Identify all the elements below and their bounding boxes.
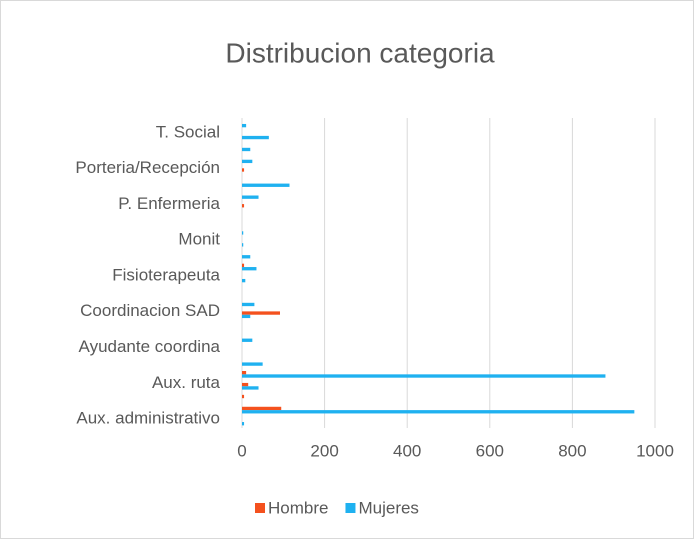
x-tick-label: 0 [237,441,246,460]
bar [242,311,280,315]
y-tick-label: Fisioterapeuta [112,265,220,284]
bar [242,263,245,268]
y-tick-label: P. Enfermeria [118,194,220,213]
bar [242,371,247,375]
bar [242,374,606,378]
bar [242,386,259,390]
legend-label: Mujeres [358,498,418,517]
x-tick-label: 1000 [636,441,674,460]
bar [242,362,263,366]
x-tick-label: 600 [476,441,504,460]
x-tick-label: 800 [558,441,586,460]
x-tick-label: 200 [310,441,338,460]
bar [242,147,251,152]
bar [242,135,269,140]
bar [242,406,282,411]
bar [242,204,245,208]
bar [242,267,257,271]
x-tick-label: 400 [393,441,421,460]
bar [242,183,290,187]
legend-swatch [345,503,356,513]
bar [242,338,253,342]
legend-swatch [255,503,265,513]
y-tick-label: T. Social [156,122,220,141]
bar [242,394,245,399]
bar [242,243,244,247]
bar [242,278,246,283]
y-tick-label: Monit [178,230,220,249]
bar [242,382,249,387]
y-tick-label: Coordinacion SAD [80,301,220,320]
bar [242,123,247,128]
bar [242,159,253,164]
bar [242,195,259,199]
bar [242,302,255,307]
y-tick-label: Aux. ruta [152,373,221,392]
bar [242,255,251,259]
y-tick-label: Porteria/Recepción [75,158,220,177]
bar [242,231,244,235]
bar [242,168,245,172]
y-tick-label: Aux. administrativo [76,409,220,428]
bar [242,314,251,319]
y-tick-label: Ayudante coordina [79,337,221,356]
bar [242,422,245,426]
chart-title: Distribucion categoria [225,37,495,68]
bar [242,410,635,414]
legend-label: Hombre [268,498,328,517]
